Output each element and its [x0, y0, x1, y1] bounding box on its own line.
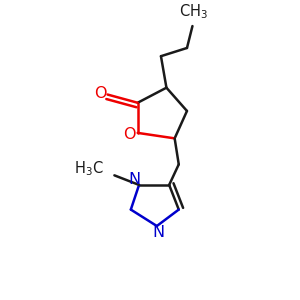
Text: H$_3$C: H$_3$C [74, 159, 103, 178]
Text: O: O [94, 86, 106, 101]
Text: O: O [123, 127, 136, 142]
Text: N: N [129, 172, 141, 187]
Text: CH$_3$: CH$_3$ [179, 2, 208, 21]
Text: N: N [152, 225, 164, 240]
